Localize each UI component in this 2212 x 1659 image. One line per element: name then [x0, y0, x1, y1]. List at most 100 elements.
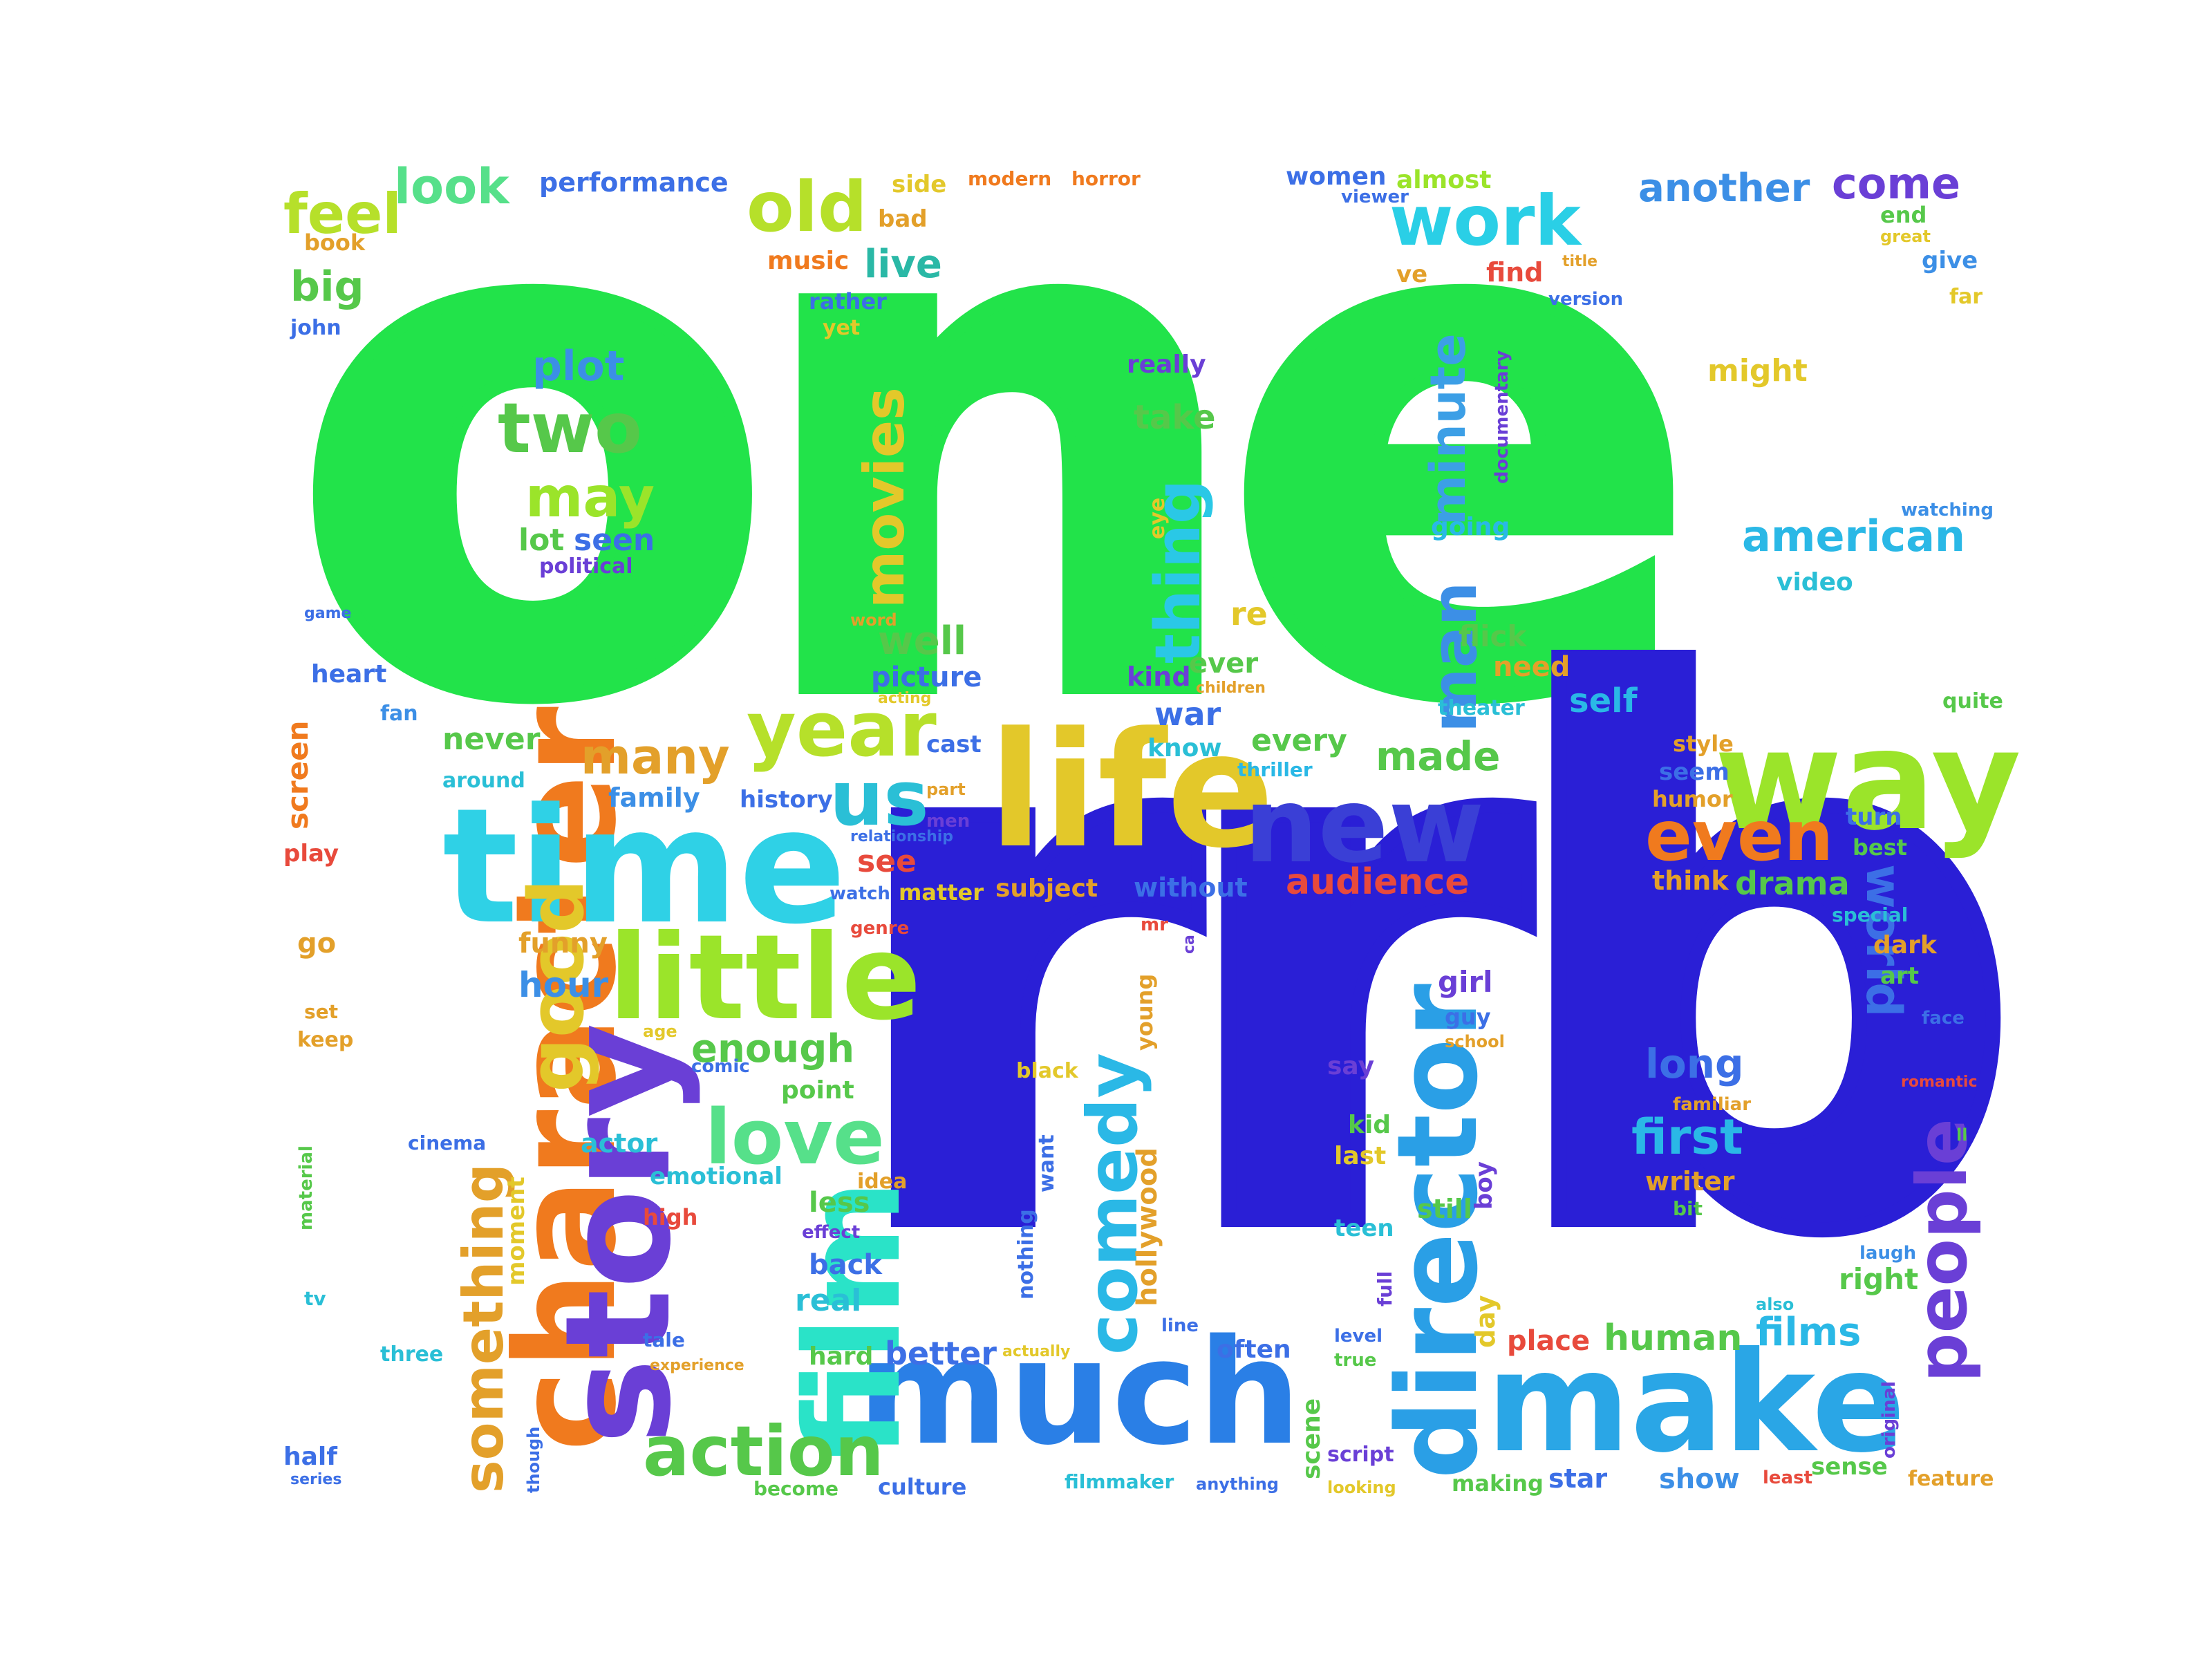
word-level: level [1334, 1326, 1383, 1347]
word-making: making [1452, 1470, 1544, 1497]
word-viewer: viewer [1341, 187, 1409, 207]
word-girl: girl [1438, 965, 1493, 999]
word-face: face [1922, 1008, 1965, 1029]
word-might: might [1707, 353, 1808, 388]
word-director: director [1373, 984, 1502, 1479]
word-say: say [1327, 1052, 1375, 1080]
word-relationship: relationship [850, 828, 954, 845]
word-year: year [747, 685, 937, 774]
word-often: often [1217, 1335, 1291, 1364]
word-audience: audience [1286, 861, 1470, 903]
word-lot: lot [518, 523, 565, 558]
word-age: age [643, 1022, 677, 1041]
word-filmmaker: filmmaker [1065, 1470, 1174, 1493]
word-love: love [705, 1093, 885, 1181]
word-guy: guy [1445, 1004, 1491, 1030]
word-bad: bad [878, 205, 928, 233]
word-well: well [878, 619, 967, 664]
word-ve: ve [1396, 261, 1428, 288]
word-cinema: cinema [408, 1132, 487, 1154]
word-performance: performance [539, 167, 729, 198]
word-full: full [1374, 1271, 1396, 1306]
word-want: want [1035, 1134, 1059, 1192]
word-humor: humor [1652, 786, 1733, 812]
word-right: right [1839, 1262, 1919, 1296]
word-scene: scene [1297, 1398, 1326, 1479]
word-subject: subject [995, 874, 1098, 903]
word-people: people [1902, 1118, 1983, 1382]
word-us: us [830, 754, 929, 843]
word-find: find [1486, 257, 1544, 288]
word-enough: enough [691, 1027, 855, 1071]
word-go: go [297, 928, 337, 959]
word-moment: moment [503, 1177, 530, 1286]
word-turn: turn [1846, 803, 1902, 831]
word-dark: dark [1873, 931, 1937, 959]
word-best: best [1853, 834, 1907, 861]
word-minute: minute [1420, 333, 1477, 525]
word-theater: theater [1438, 696, 1525, 720]
word-political: political [539, 554, 633, 579]
word-know: know [1147, 734, 1222, 762]
word-art: art [1880, 962, 1919, 990]
word-flick: flick [1459, 619, 1527, 653]
word-true: true [1334, 1350, 1377, 1371]
word-idea: idea [857, 1170, 908, 1194]
word-fan: fan [380, 702, 418, 726]
word-acting: acting [878, 690, 932, 707]
word-history: history [740, 786, 833, 814]
word-part: part [926, 780, 966, 799]
word-last: last [1334, 1142, 1387, 1170]
word-actually: actually [1002, 1343, 1071, 1360]
word-hollywood: hollywood [1132, 1147, 1163, 1306]
word-feel: feel [283, 182, 402, 246]
word-far: far [1949, 285, 1983, 309]
word-one: one [283, 32, 1707, 853]
word-material: material [296, 1145, 317, 1230]
word-three: three [380, 1342, 444, 1367]
word-familiar: familiar [1673, 1094, 1752, 1115]
word-may: may [525, 465, 655, 529]
word-war: war [1154, 695, 1221, 733]
word-become: become [753, 1477, 839, 1500]
word-much: much [857, 1308, 1302, 1477]
word-less: less [809, 1187, 870, 1219]
word-men: men [926, 811, 971, 832]
word-live: live [864, 242, 942, 287]
word-tale: tale [643, 1329, 685, 1351]
word-effect: effect [802, 1222, 861, 1243]
word-young: young [1132, 973, 1158, 1051]
word-ll: ll [1956, 1125, 1968, 1145]
word-romantic: romantic [1901, 1074, 1978, 1091]
word-high: high [643, 1204, 698, 1230]
word-another: another [1638, 166, 1810, 211]
word-re: re [1230, 595, 1268, 632]
word-set: set [304, 1000, 339, 1023]
word-though: though [524, 1426, 543, 1493]
word-eye: eye [1145, 497, 1170, 539]
word-old: old [747, 167, 868, 247]
word-title: title [1562, 253, 1598, 270]
word-women: women [1286, 162, 1387, 191]
word-john: john [290, 316, 341, 340]
word-rrb: rrb [829, 534, 2034, 1394]
word-thriller: thriller [1237, 758, 1313, 781]
word-around: around [442, 769, 525, 793]
word-hour: hour [518, 965, 609, 1005]
word-children: children [1196, 679, 1266, 697]
word-better: better [885, 1335, 997, 1372]
word-comic: comic [691, 1056, 750, 1077]
word-drama: drama [1735, 865, 1850, 902]
word-going: going [1431, 513, 1510, 541]
word-writer: writer [1645, 1166, 1735, 1197]
word-time: time [442, 775, 847, 959]
word-without: without [1134, 872, 1248, 903]
word-two: two [498, 388, 642, 469]
word-funny: funny [518, 928, 608, 959]
word-life: life [988, 699, 1275, 883]
word-special: special [1832, 903, 1909, 926]
word-video: video [1777, 568, 1853, 597]
word-play: play [283, 840, 339, 868]
word-seem: seem [1659, 758, 1730, 786]
